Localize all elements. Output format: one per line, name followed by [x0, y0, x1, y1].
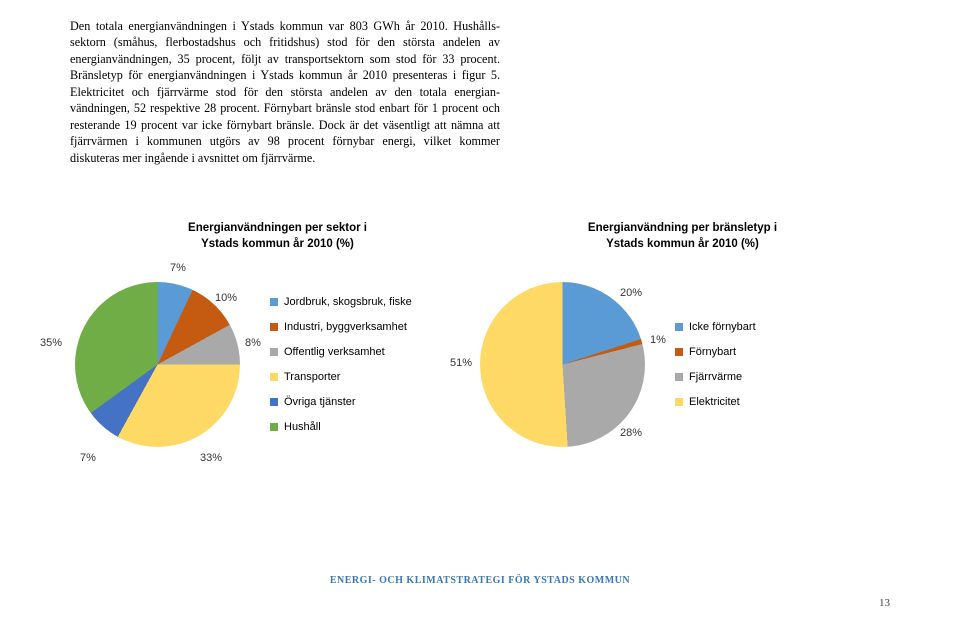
slice-label: 28% [620, 427, 642, 439]
slice-label: 8% [245, 337, 261, 349]
legend-label: Fjärrvärme [689, 371, 742, 383]
legend-swatch [675, 373, 683, 381]
legend-item: Fjärrvärme [675, 371, 756, 383]
legend-swatch [270, 298, 278, 306]
legend-item: Hushåll [270, 421, 412, 433]
legend-item: Icke förnybart [675, 321, 756, 333]
legend-item: Jordbruk, skogsbruk, fiske [270, 296, 412, 308]
legend-swatch [270, 323, 278, 331]
slice-label: 7% [170, 262, 186, 274]
slice-label: 51% [450, 357, 472, 369]
footer-text: ENERGI- OCH KLIMATSTRATEGI FÖR YSTADS KO… [0, 575, 960, 586]
pie-sector: 7%10%8%33%7%35% [75, 282, 240, 447]
chart-sector-title-l1: Energianvändningen per sektor i [188, 222, 367, 234]
legend-swatch [270, 348, 278, 356]
legend-item: Förnybart [675, 346, 756, 358]
slice-label: 20% [620, 287, 642, 299]
legend-item: Övriga tjänster [270, 396, 412, 408]
chart-sector: Energianvändningen per sektor i Ystads k… [75, 221, 480, 447]
legend-label: Transporter [284, 371, 340, 383]
slice-label: 7% [80, 452, 96, 464]
chart-fuel-title-l1: Energianvändning per bränsletyp i [588, 222, 777, 234]
page-number: 13 [879, 597, 890, 609]
slice-label: 35% [40, 337, 62, 349]
chart-fuel-title: Energianvändning per bränsletyp i Ystads… [480, 221, 885, 252]
slice-label: 33% [200, 452, 222, 464]
legend-swatch [270, 373, 278, 381]
legend-swatch [270, 398, 278, 406]
legend-label: Icke förnybart [689, 321, 756, 333]
pie-fuel: 20%1%28%51% [480, 282, 645, 447]
legend-item: Industri, byggverksamhet [270, 321, 412, 333]
legend-label: Elektricitet [689, 396, 740, 408]
chart-sector-title-l2: Ystads kommun år 2010 (%) [201, 238, 354, 250]
legend-label: Industri, byggverksamhet [284, 321, 407, 333]
legend-swatch [675, 348, 683, 356]
legend-item: Offentlig verksamhet [270, 346, 412, 358]
legend-label: Förnybart [689, 346, 736, 358]
chart-fuel-title-l2: Ystads kommun år 2010 (%) [606, 238, 759, 250]
legend-swatch [675, 398, 683, 406]
charts-row: Energianvändningen per sektor i Ystads k… [70, 221, 890, 447]
chart-fuel: Energianvändning per bränsletyp i Ystads… [480, 221, 885, 447]
legend-label: Jordbruk, skogsbruk, fiske [284, 296, 412, 308]
legend-swatch [675, 323, 683, 331]
chart-sector-title: Energianvändningen per sektor i Ystads k… [75, 221, 480, 252]
slice-label: 10% [215, 292, 237, 304]
slice-label: 1% [650, 334, 666, 346]
legend-fuel: Icke förnybart Förnybart Fjärrvärme Elektri… [675, 321, 756, 408]
legend-label: Övriga tjänster [284, 396, 356, 408]
legend-label: Offentlig verksamhet [284, 346, 385, 358]
legend-item: Transporter [270, 371, 412, 383]
legend-swatch [270, 423, 278, 431]
body-paragraph: Den totala energianvändningen i Ystads k… [70, 18, 500, 166]
legend-sector: Jordbruk, skogsbruk, fiske Industri, bygg… [270, 296, 412, 433]
legend-label: Hushåll [284, 421, 321, 433]
legend-item: Elektricitet [675, 396, 756, 408]
